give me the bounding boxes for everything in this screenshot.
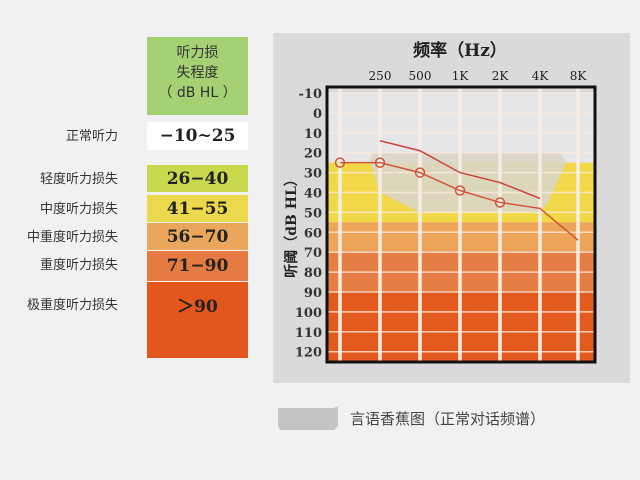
row-label: 正常听力 [65,129,118,144]
speech-banana-swatch [278,406,338,430]
row-range: −10~25 [147,122,248,150]
y-tick-label: 90 [304,286,322,301]
data-point [334,157,346,168]
row-label: 中重度听力损失 [26,230,118,245]
data-point [414,167,426,178]
row-range: 56−70 [147,223,248,250]
header-line: （ dB HL ） [158,85,237,101]
y-axis-label: 听阈（dB HL） [283,172,300,278]
plot-border [325,85,597,364]
y-tick-label: 80 [304,266,322,281]
data-point [494,197,506,208]
header-line: 听力损 [176,45,219,61]
header-line: 失程度 [176,65,219,81]
y-tick-label: 60 [304,226,322,241]
legend-label: 言语香蕉图（正常对话频谱） [350,409,546,428]
y-tick-label: -10 [299,87,323,102]
y-tick-label: 0 [313,107,322,122]
data-point [374,157,386,168]
row-label: 轻度听力损失 [39,172,118,187]
y-tick-label: 120 [295,346,322,361]
x-tick-label: 2K [492,69,510,83]
x-tick-label: 4K [532,69,550,83]
y-tick-label: 30 [304,167,322,182]
y-tick-label: 20 [304,147,322,162]
row-label: 极重度听力损失 [26,298,118,313]
row-label: 重度听力损失 [39,258,118,273]
chart-legend: 言语香蕉图（正常对话频谱） [276,406,545,430]
x-tick-label: 8K [570,69,588,83]
y-tick-label: 70 [304,246,322,261]
chart-title: 频率（Hz） [413,40,507,61]
y-tick-label: 40 [304,187,322,202]
series-line [340,161,579,241]
x-tick-label: 250 [369,69,392,83]
row-range: 71−90 [147,251,248,281]
data-point [454,185,466,196]
x-tick-label: 1K [452,69,470,83]
row-range: ＞90 [147,282,248,358]
y-tick-label: 50 [304,206,322,221]
y-tick-label: 110 [295,326,322,341]
y-tick-label: 100 [295,306,322,321]
y-tick-label: 10 [304,127,322,142]
x-tick-label: 500 [409,69,432,83]
row-range: 41−55 [147,195,248,222]
row-range: 26−40 [147,165,248,192]
legend-table-header: 听力损 失程度 （ dB HL ） [147,37,248,115]
row-label: 中度听力损失 [39,202,118,217]
series-line [379,140,541,200]
